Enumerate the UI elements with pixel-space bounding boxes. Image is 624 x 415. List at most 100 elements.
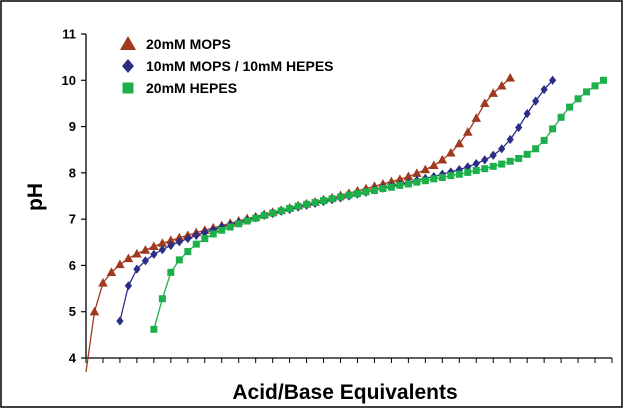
y-tick-label: 11 [62, 27, 76, 42]
data-point [184, 233, 192, 244]
data-point [294, 202, 302, 210]
y-tick-label: 8 [69, 165, 76, 180]
data-point [379, 185, 387, 193]
legend-entry-2: 10mM MOPS / 10mM HEPES [122, 58, 334, 74]
data-point [515, 122, 523, 133]
data-point [269, 209, 277, 217]
data-point [166, 235, 176, 245]
y-tick-label: 7 [69, 212, 76, 227]
series-layer [85, 72, 608, 372]
legend-marker [120, 36, 136, 50]
y-tick-label: 5 [69, 304, 76, 319]
data-point [157, 238, 168, 247]
data-point [150, 249, 158, 259]
data-point [387, 183, 395, 191]
data-point [523, 150, 531, 158]
data-point [496, 80, 507, 90]
data-point [557, 113, 565, 121]
data-point [226, 223, 234, 231]
data-point [532, 96, 540, 106]
data-point [540, 136, 548, 144]
data-point [320, 197, 328, 205]
data-point [488, 88, 499, 97]
data-point [150, 325, 158, 333]
data-point [430, 175, 438, 183]
legend-marker [122, 82, 134, 94]
data-point [116, 316, 124, 326]
data-point [167, 268, 175, 276]
data-point [252, 214, 260, 222]
data-point [455, 170, 463, 178]
data-point [532, 145, 540, 153]
data-point [311, 198, 319, 206]
data-point [243, 217, 251, 225]
data-point [149, 241, 159, 251]
data-point [235, 220, 243, 228]
series-3 [150, 76, 608, 333]
data-point [158, 295, 166, 303]
data-point [471, 113, 482, 122]
data-point [549, 125, 557, 133]
data-point [98, 278, 108, 287]
data-point [437, 154, 448, 164]
data-point [89, 306, 100, 316]
data-point [141, 256, 149, 266]
data-point [140, 245, 151, 254]
data-point [498, 160, 506, 168]
data-point [464, 162, 472, 172]
data-point [549, 75, 557, 85]
data-point [489, 150, 497, 160]
y-tick-label: 10 [62, 73, 76, 88]
data-point [479, 98, 490, 108]
data-point [464, 168, 472, 176]
data-point [303, 200, 311, 208]
data-point [454, 138, 465, 148]
data-point [201, 227, 209, 238]
data-point [133, 264, 141, 274]
data-point [362, 188, 370, 196]
axes: 4 5 6 7 8 9 10 11 [62, 27, 613, 366]
data-point [574, 95, 582, 103]
data-point [260, 211, 268, 219]
data-point [506, 157, 514, 165]
data-point [158, 245, 166, 255]
data-point [192, 240, 200, 248]
data-point [192, 230, 200, 240]
y-tick-label: 6 [69, 258, 76, 273]
data-point [438, 173, 446, 181]
data-point [591, 82, 599, 90]
data-point [403, 171, 414, 181]
data-point [132, 248, 142, 258]
data-point [277, 207, 285, 215]
data-point [345, 191, 353, 199]
legend-entry-3: 20mM HEPES [122, 80, 237, 96]
legend: 20mM MOPS 10mM MOPS / 10mM HEPES 20mM HEPE… [120, 36, 334, 96]
data-point [124, 281, 133, 291]
data-point [505, 72, 515, 82]
data-point [472, 167, 480, 175]
legend-entry-1: 20mM MOPS [120, 36, 231, 52]
data-point [167, 240, 175, 251]
legend-label: 10mM MOPS / 10mM HEPES [146, 58, 334, 74]
data-point [506, 134, 514, 145]
data-point [370, 186, 378, 194]
data-point [583, 88, 591, 96]
data-point [498, 144, 506, 154]
data-point [523, 109, 531, 119]
data-point [201, 235, 209, 243]
data-point [209, 230, 217, 238]
data-point [413, 178, 421, 186]
data-point [566, 103, 574, 111]
data-point [218, 226, 226, 234]
legend-label: 20mM HEPES [146, 80, 237, 96]
x-axis-label: Acid/Base Equivalents [232, 381, 457, 404]
data-point [328, 195, 336, 203]
data-point [395, 174, 405, 183]
data-point [481, 155, 489, 165]
data-point [481, 165, 489, 173]
data-point [462, 127, 473, 136]
series-line [119, 79, 554, 322]
data-point [472, 159, 480, 169]
data-point [337, 193, 345, 201]
